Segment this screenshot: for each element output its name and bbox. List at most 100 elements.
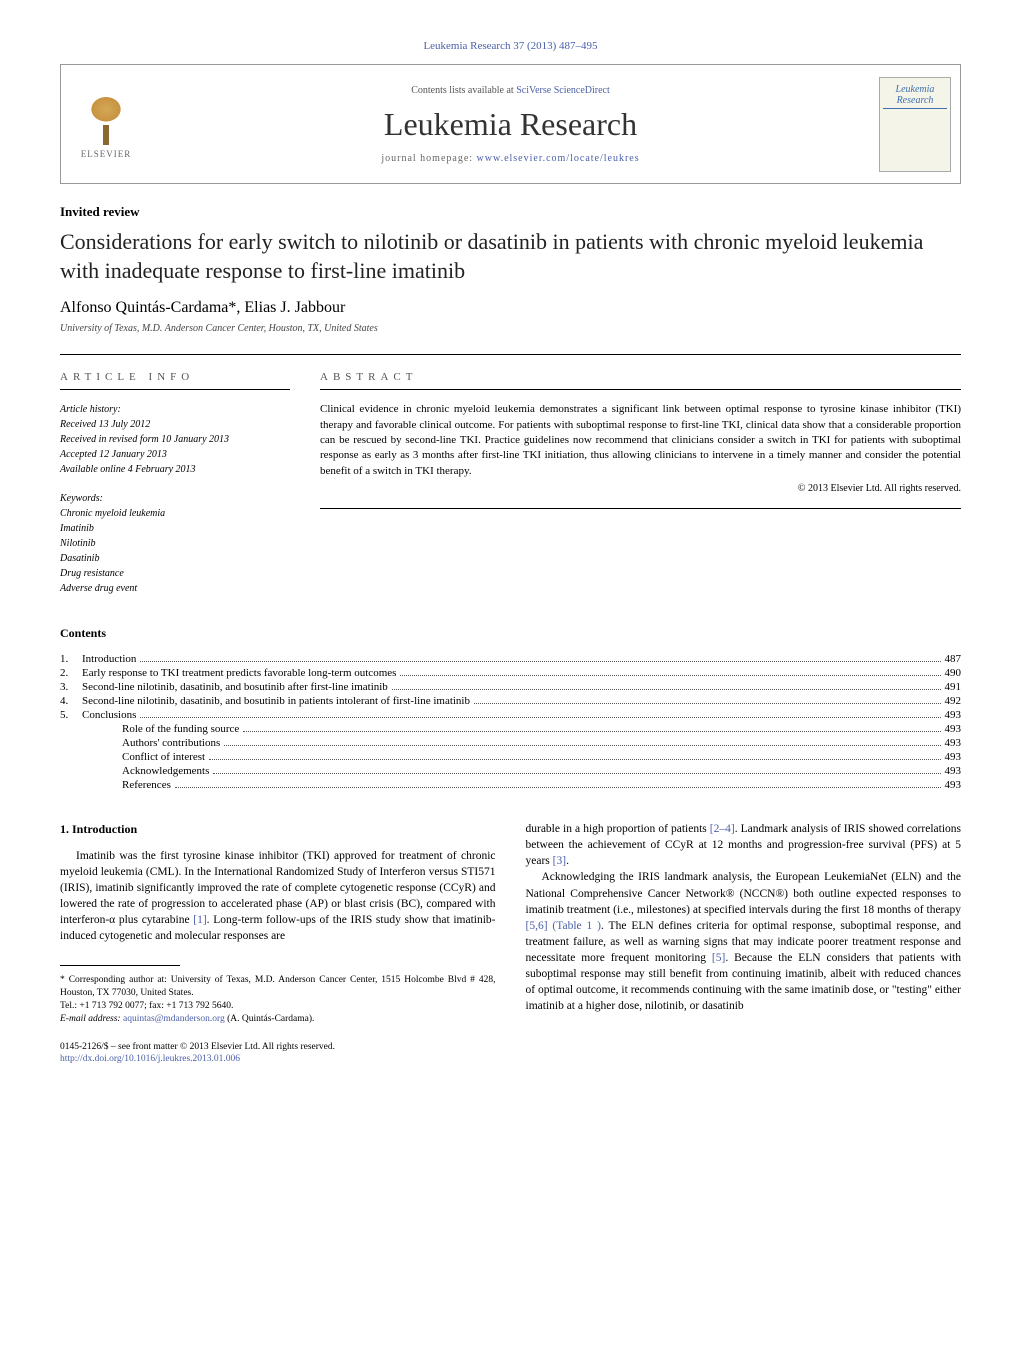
- toc-page: 490: [945, 667, 962, 679]
- header-center: Contents lists available at SciVerse Sci…: [151, 65, 870, 183]
- elsevier-logo: ELSEVIER: [71, 79, 141, 169]
- toc-page: 492: [945, 695, 962, 707]
- toc-dots: [140, 661, 940, 662]
- cover-title: Leukemia Research: [883, 84, 947, 109]
- toc-dots: [209, 759, 940, 760]
- toc-dots: [175, 787, 941, 788]
- info-abstract-row: article info Article history: Received 1…: [60, 354, 961, 596]
- journal-header: ELSEVIER Contents lists available at Sci…: [60, 64, 961, 184]
- toc-item: Role of the funding source 493: [60, 723, 961, 735]
- intro-para-1-cont: durable in a high proportion of patients…: [526, 821, 962, 869]
- corresponding-author-footnote: * Corresponding author at: University of…: [60, 974, 496, 1027]
- tel-fax: Tel.: +1 713 792 0077; fax: +1 713 792 5…: [60, 1000, 496, 1013]
- history-label: Article history:: [60, 402, 290, 417]
- online-date: Available online 4 February 2013: [60, 462, 290, 477]
- publisher-name: ELSEVIER: [81, 149, 132, 159]
- homepage-link[interactable]: www.elsevier.com/locate/leukres: [477, 153, 640, 164]
- contents-section: Contents 1.Introduction4872.Early respon…: [60, 626, 961, 791]
- toc-label: Second-line nilotinib, dasatinib, and bo…: [82, 681, 388, 693]
- toc-dots: [400, 675, 940, 676]
- body-columns: 1. Introduction Imatinib was the first t…: [60, 821, 961, 1065]
- article-history: Article history: Received 13 July 2012 R…: [60, 402, 290, 477]
- doi-link[interactable]: http://dx.doi.org/10.1016/j.leukres.2013…: [60, 1054, 240, 1064]
- toc-dots: [474, 703, 941, 704]
- email-suffix: (A. Quintás-Cardama).: [225, 1014, 315, 1024]
- contents-title: Contents: [60, 626, 961, 641]
- toc-number: 4.: [60, 695, 82, 707]
- toc-item: References493: [60, 779, 961, 791]
- toc-number: 3.: [60, 681, 82, 693]
- abstract-copyright: © 2013 Elsevier Ltd. All rights reserved…: [320, 482, 961, 496]
- table-1-link[interactable]: (Table 1 ): [548, 920, 601, 932]
- journal-name: Leukemia Research: [151, 106, 870, 143]
- authors: Alfonso Quintás-Cardama*, Elias J. Jabbo…: [60, 299, 961, 317]
- keywords-block: Keywords: Chronic myeloid leukemiaImatin…: [60, 491, 290, 596]
- keyword-item: Dasatinib: [60, 551, 290, 566]
- footnote-separator: [60, 965, 180, 966]
- email-line: E-mail address: aquintas@mdanderson.org …: [60, 1013, 496, 1026]
- toc-page: 493: [945, 737, 962, 749]
- ref-link-1[interactable]: [1]: [193, 914, 206, 926]
- received-date: Received 13 July 2012: [60, 417, 290, 432]
- email-link[interactable]: aquintas@mdanderson.org: [123, 1014, 225, 1024]
- journal-cover-container: Leukemia Research: [870, 65, 960, 183]
- toc-dots: [140, 717, 940, 718]
- keywords-label: Keywords:: [60, 491, 290, 506]
- corresponding-address: * Corresponding author at: University of…: [60, 974, 496, 1001]
- elsevier-tree-icon: [81, 90, 131, 145]
- abstract-body: Clinical evidence in chronic myeloid leu…: [320, 403, 961, 477]
- toc-item: 4.Second-line nilotinib, dasatinib, and …: [60, 695, 961, 707]
- ref-link-5-6[interactable]: [5,6]: [526, 920, 548, 932]
- toc-label: Conflict of interest: [122, 751, 205, 763]
- toc-page: 493: [945, 723, 962, 735]
- toc-number: 2.: [60, 667, 82, 679]
- ref-link-3[interactable]: [3]: [553, 855, 566, 867]
- text-seg: Acknowledging the IRIS landmark analysis…: [526, 871, 962, 915]
- toc-item: 1.Introduction487: [60, 653, 961, 665]
- sciencedirect-link[interactable]: SciVerse ScienceDirect: [516, 85, 610, 96]
- intro-para-1: Imatinib was the first tyrosine kinase i…: [60, 848, 496, 945]
- article-type: Invited review: [60, 204, 961, 220]
- homepage-line: journal homepage: www.elsevier.com/locat…: [151, 153, 870, 164]
- keyword-item: Drug resistance: [60, 566, 290, 581]
- homepage-prefix: journal homepage:: [381, 153, 476, 164]
- bottom-meta: 0145-2126/$ – see front matter © 2013 El…: [60, 1041, 496, 1066]
- abstract-heading: abstract: [320, 371, 961, 390]
- toc-page: 493: [945, 779, 962, 791]
- toc-item: 3.Second-line nilotinib, dasatinib, and …: [60, 681, 961, 693]
- toc-label: Role of the funding source: [122, 723, 239, 735]
- journal-cover: Leukemia Research: [879, 77, 951, 172]
- article-info: article info Article history: Received 1…: [60, 355, 320, 596]
- ref-link-2-4[interactable]: [2–4]: [710, 823, 735, 835]
- contents-available-prefix: Contents lists available at: [411, 85, 516, 96]
- keyword-item: Nilotinib: [60, 536, 290, 551]
- toc-label: Acknowledgements: [122, 765, 209, 777]
- section-1-heading: 1. Introduction: [60, 821, 496, 838]
- issn-copyright: 0145-2126/$ – see front matter © 2013 El…: [60, 1041, 496, 1053]
- keywords-list: Chronic myeloid leukemiaImatinibNilotini…: [60, 506, 290, 596]
- toc-label: Introduction: [82, 653, 136, 665]
- toc-item: Acknowledgements493: [60, 765, 961, 777]
- publisher-logo-container: ELSEVIER: [61, 65, 151, 183]
- toc-dots: [213, 773, 940, 774]
- article-title: Considerations for early switch to nilot…: [60, 228, 961, 285]
- affiliation: University of Texas, M.D. Anderson Cance…: [60, 323, 961, 334]
- email-label: E-mail address:: [60, 1014, 123, 1024]
- toc-number: 5.: [60, 709, 82, 721]
- toc-dots: [243, 731, 940, 732]
- intro-para-2: Acknowledging the IRIS landmark analysis…: [526, 869, 962, 1014]
- toc-item: Conflict of interest 493: [60, 751, 961, 763]
- toc-dots: [224, 745, 940, 746]
- toc-number: 1.: [60, 653, 82, 665]
- accepted-date: Accepted 12 January 2013: [60, 447, 290, 462]
- ref-link-5[interactable]: [5]: [712, 952, 725, 964]
- toc-label: Conclusions: [82, 709, 136, 721]
- keyword-item: Adverse drug event: [60, 581, 290, 596]
- toc-list: 1.Introduction4872.Early response to TKI…: [60, 653, 961, 791]
- toc-dots: [392, 689, 941, 690]
- toc-page: 493: [945, 751, 962, 763]
- abstract-column: abstract Clinical evidence in chronic my…: [320, 355, 961, 596]
- right-column: durable in a high proportion of patients…: [526, 821, 962, 1065]
- toc-label: Second-line nilotinib, dasatinib, and bo…: [82, 695, 470, 707]
- left-column: 1. Introduction Imatinib was the first t…: [60, 821, 496, 1065]
